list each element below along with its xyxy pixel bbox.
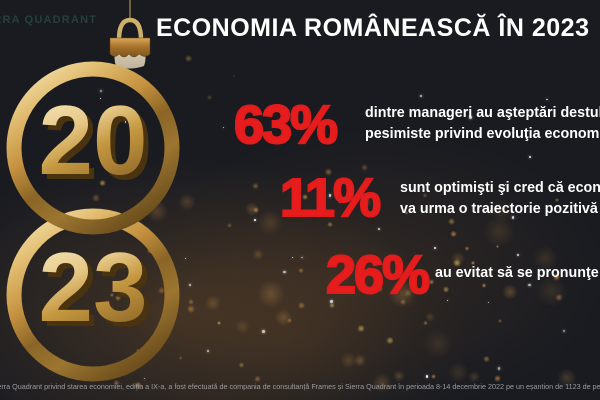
svg-text:20: 20: [38, 85, 147, 195]
svg-text:23: 23: [38, 232, 147, 342]
